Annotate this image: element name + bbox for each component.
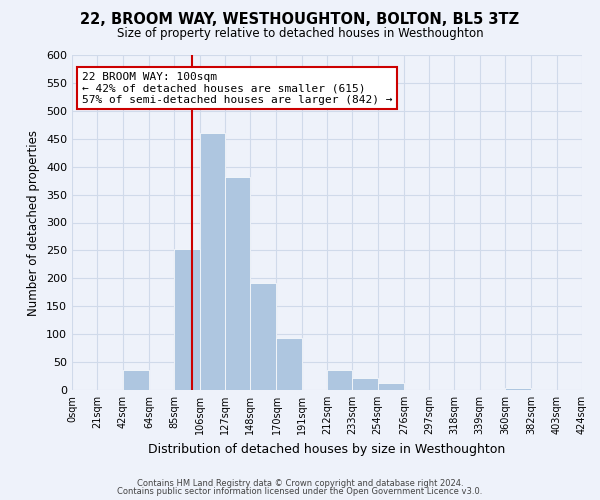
X-axis label: Distribution of detached houses by size in Westhoughton: Distribution of detached houses by size … [148, 442, 506, 456]
Bar [199, 133, 225, 390]
Bar [277, 338, 302, 390]
Y-axis label: Number of detached properties: Number of detached properties [28, 130, 40, 316]
Text: Contains HM Land Registry data © Crown copyright and database right 2024.: Contains HM Land Registry data © Crown c… [137, 478, 463, 488]
Bar [250, 283, 277, 390]
Bar [377, 382, 404, 390]
Text: Size of property relative to detached houses in Westhoughton: Size of property relative to detached ho… [116, 28, 484, 40]
Text: 22, BROOM WAY, WESTHOUGHTON, BOLTON, BL5 3TZ: 22, BROOM WAY, WESTHOUGHTON, BOLTON, BL5… [80, 12, 520, 28]
Text: Contains public sector information licensed under the Open Government Licence v3: Contains public sector information licen… [118, 487, 482, 496]
Bar [327, 370, 352, 390]
Bar [225, 178, 250, 390]
Bar [505, 388, 532, 390]
Text: 22 BROOM WAY: 100sqm
← 42% of detached houses are smaller (615)
57% of semi-deta: 22 BROOM WAY: 100sqm ← 42% of detached h… [82, 72, 392, 105]
Bar [122, 370, 149, 390]
Bar [352, 378, 377, 390]
Bar [174, 250, 199, 390]
